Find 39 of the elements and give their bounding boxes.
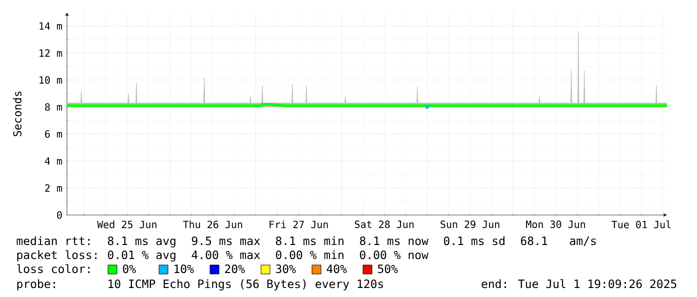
legend-label: 40% bbox=[326, 264, 347, 274]
text: 8.1 ms avg bbox=[108, 236, 176, 248]
x-tick-label: Mon 30 Jun bbox=[526, 220, 585, 228]
legend-label: 20% bbox=[225, 264, 245, 274]
y-tick-label: 0 bbox=[57, 211, 62, 219]
text: probe: bbox=[17, 279, 55, 290]
legend-label: 0% bbox=[122, 264, 136, 274]
y-tick-label: 14 m bbox=[40, 22, 62, 30]
y-axis-title: Seconds bbox=[12, 92, 22, 136]
y-tick-label: 2 m bbox=[45, 184, 62, 192]
text: 0.00 % min bbox=[276, 250, 344, 260]
text: 68.1 bbox=[520, 236, 548, 246]
y-tick-label: 6 m bbox=[45, 130, 62, 138]
text: 0.00 % now bbox=[360, 250, 428, 260]
x-tick-label: Sat 28 Jun bbox=[354, 220, 414, 228]
text: am/s bbox=[570, 236, 596, 246]
text: packet loss: bbox=[17, 250, 97, 262]
legend-label: 50% bbox=[378, 264, 398, 274]
text: 8.1 ms now bbox=[360, 236, 428, 246]
y-tick-label: 8 m bbox=[45, 103, 62, 111]
x-tick-label: Wed 25 Jun bbox=[97, 220, 156, 228]
text: 8.1 ms min bbox=[276, 236, 344, 246]
legend-title: loss color: bbox=[17, 264, 90, 274]
text: median rtt: bbox=[16, 236, 90, 246]
text: end: Tue Jul 1 19:09:26 2025 bbox=[482, 279, 676, 288]
y-tick-label: 10 m bbox=[40, 76, 62, 84]
y-tick-label: 4 m bbox=[44, 157, 62, 165]
text: 4.00 % max bbox=[192, 250, 260, 260]
x-tick-label: Sun 29 Jun bbox=[440, 220, 500, 228]
text: 0.1 ms sd bbox=[444, 236, 504, 246]
x-tick-label: Tue 01 Jul bbox=[612, 220, 671, 228]
x-tick-label: Fri 27 Jun bbox=[270, 220, 328, 228]
y-tick-label: 12 m bbox=[40, 49, 62, 57]
x-tick-label: Thu 26 Jun bbox=[183, 220, 242, 228]
text: 0.01 % avg bbox=[108, 250, 176, 262]
legend-label: 30% bbox=[276, 264, 296, 274]
legend-label: 10% bbox=[174, 264, 194, 274]
text: 10 ICMP Echo Pings (56 Bytes) every 120s bbox=[108, 279, 383, 290]
text: 9.5 ms max bbox=[192, 236, 260, 246]
